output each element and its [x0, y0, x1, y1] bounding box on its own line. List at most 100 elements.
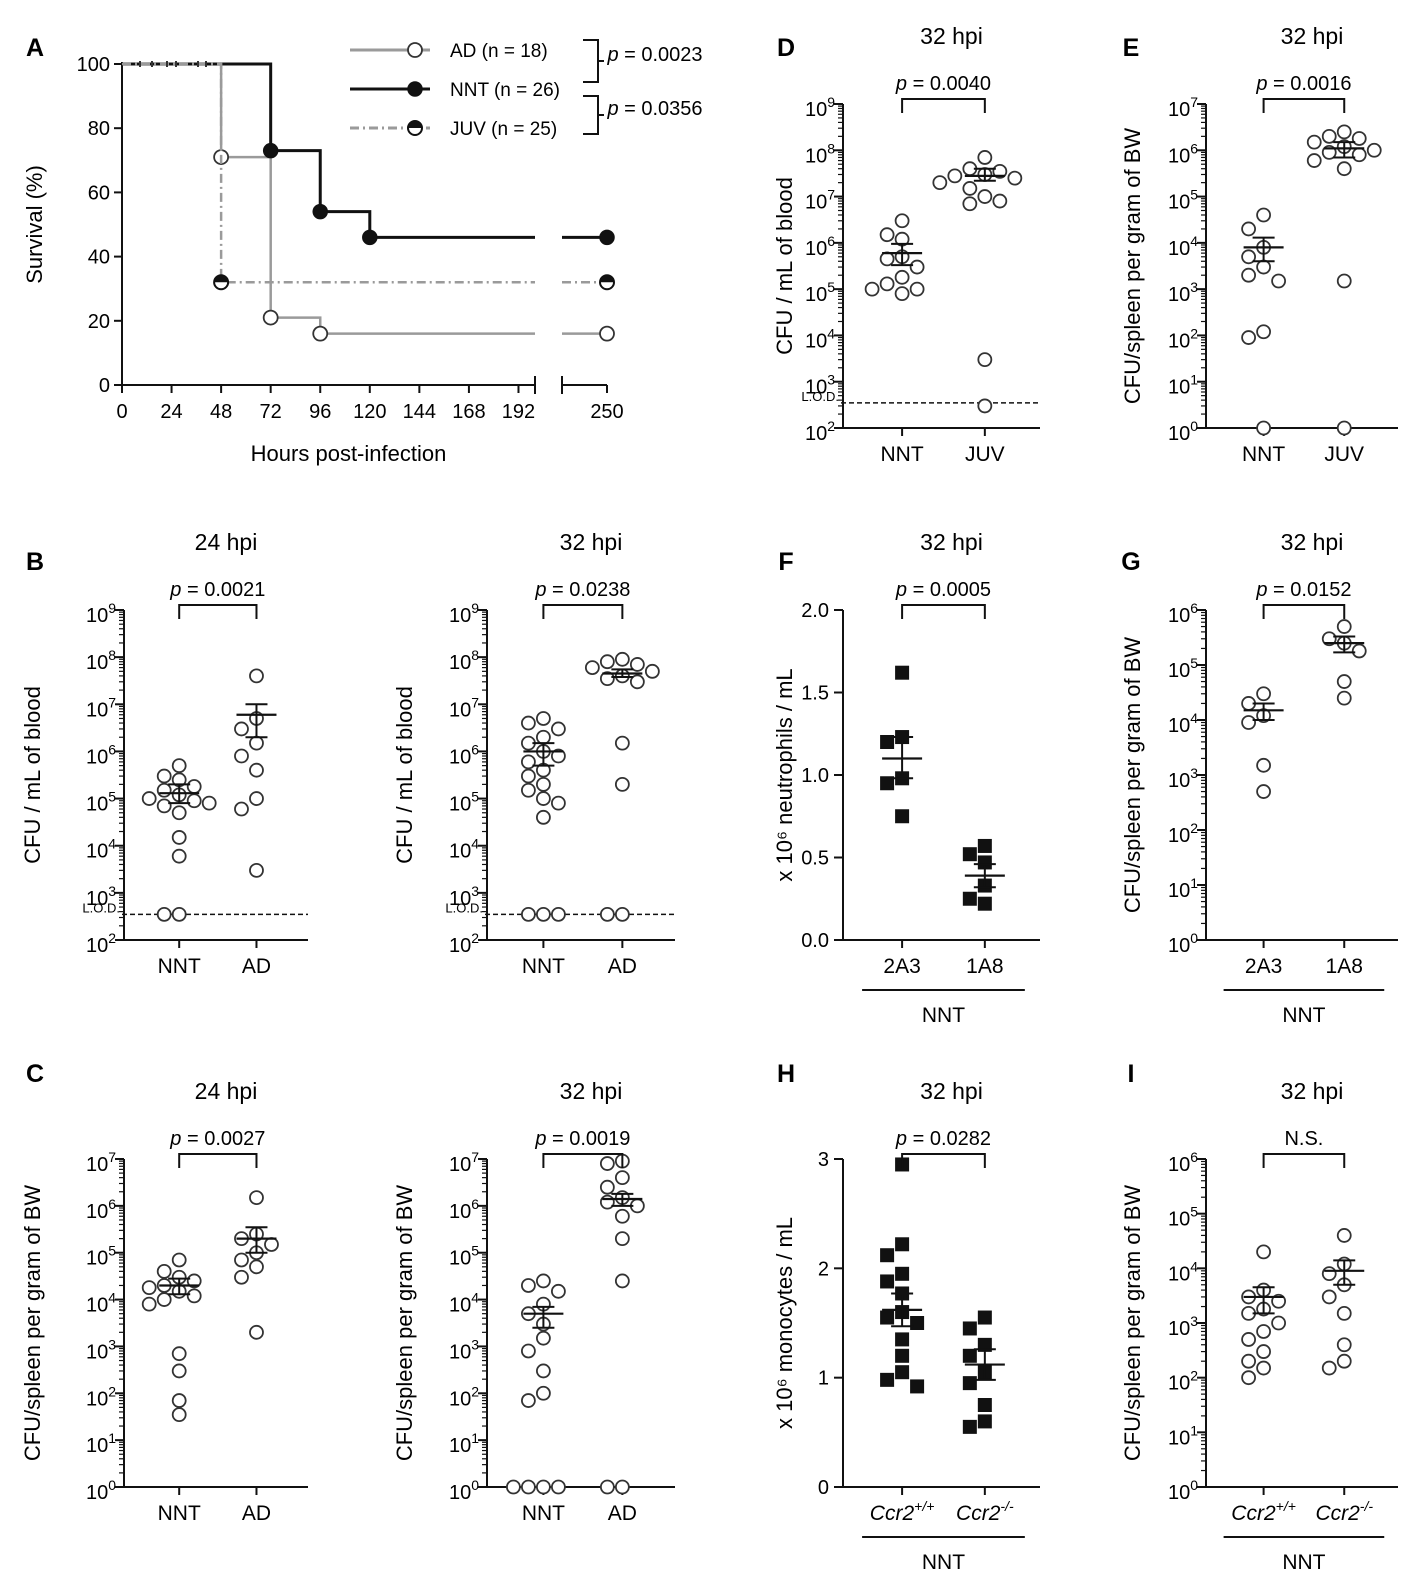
panel-title: 32 hpi — [1281, 23, 1344, 49]
x-category-label: 1A8 — [966, 955, 1003, 978]
data-point — [536, 1479, 551, 1495]
y-tick-label: 80 — [88, 118, 110, 140]
data-point — [536, 791, 551, 806]
data-point — [614, 1208, 630, 1224]
survival-line-0 — [122, 62, 535, 335]
data-point — [1336, 619, 1352, 634]
significance-bracket — [901, 1153, 986, 1168]
data-point — [521, 1278, 536, 1293]
x-category-label: AD — [242, 1502, 271, 1525]
tick-base: 10 — [449, 1341, 471, 1363]
y-tick-label: 105 — [805, 279, 835, 306]
data-point — [962, 1419, 977, 1434]
data-point — [506, 1479, 521, 1495]
y-tick-label: 107 — [449, 1149, 479, 1176]
data-point — [1336, 124, 1352, 140]
y-tick-label: 105 — [1168, 1204, 1198, 1231]
tick-exponent: 3 — [471, 1336, 479, 1352]
data-point — [186, 1273, 202, 1289]
significance-bracket — [178, 1153, 258, 1168]
tick-exponent: 5 — [471, 1243, 479, 1259]
tick-exponent: 2 — [471, 930, 479, 946]
data-point — [156, 782, 172, 798]
y-tick-label: 106 — [1168, 1149, 1198, 1176]
y-tick-label: 1.5 — [801, 683, 829, 705]
tick-base: 10 — [1168, 1427, 1190, 1449]
tick-exponent: 2 — [108, 1383, 116, 1399]
data-point — [1351, 131, 1367, 146]
data-point — [249, 791, 264, 806]
tick-exponent: 1 — [1190, 372, 1198, 388]
tick-base: 10 — [1168, 1318, 1190, 1340]
tick-base: 10 — [86, 652, 108, 674]
tick-base: 10 — [86, 1295, 108, 1317]
y-tick-label: 106 — [449, 741, 479, 768]
data-point — [171, 1393, 187, 1408]
p-symbol: p — [895, 73, 907, 95]
data-point — [536, 1363, 551, 1379]
y-tick-label: 107 — [805, 187, 835, 214]
p-value: = 0.0040 — [907, 73, 991, 95]
y-tick-label: 104 — [449, 836, 479, 863]
tick-exponent: 4 — [1190, 233, 1198, 249]
tick-base: 10 — [1168, 715, 1190, 737]
data-point — [551, 906, 566, 922]
y-tick-label: 60 — [88, 182, 110, 204]
data-point — [1336, 161, 1352, 177]
data-point — [599, 654, 615, 670]
y-tick-label: 100 — [449, 1477, 479, 1504]
data-point — [599, 1179, 615, 1195]
tick-base: 10 — [1168, 192, 1190, 214]
data-point — [1241, 330, 1256, 345]
p-value: = 0.0021 — [181, 579, 265, 601]
tick-exponent: 3 — [827, 372, 835, 388]
p-value-label: N.S. — [1284, 1128, 1323, 1150]
data-point — [141, 1280, 157, 1296]
panel-letter: A — [26, 34, 44, 62]
data-point — [551, 721, 566, 737]
data-point — [962, 181, 978, 196]
y-tick-label: 105 — [449, 789, 479, 816]
panel-letter: G — [1121, 548, 1140, 576]
data-point — [1256, 1324, 1271, 1339]
data-point — [1336, 420, 1352, 436]
tick-base: 10 — [449, 888, 471, 910]
data-point — [977, 189, 993, 204]
data-point — [1256, 259, 1271, 275]
y-tick-label: 103 — [449, 1336, 479, 1363]
data-point — [895, 809, 910, 824]
tick-base: 10 — [1168, 238, 1190, 260]
data-point — [1241, 267, 1256, 283]
x-category-label: NNT — [158, 955, 201, 978]
tick-base: 10 — [449, 699, 471, 721]
data-point — [536, 809, 551, 825]
tick-base: 10 — [1168, 1482, 1190, 1504]
tick-exponent: 3 — [1190, 1313, 1198, 1329]
x-category-label: 2A3 — [883, 955, 920, 978]
p-value-label: p = 0.0152 — [1255, 579, 1351, 601]
y-tick-label: 2.0 — [801, 600, 829, 622]
panel-A: A 0 20 40 60 80 100 0 24 48 72 96 120 144 168 192 250 Hou… — [22, 34, 703, 466]
tick-base: 10 — [1168, 1263, 1190, 1285]
tick-base: 10 — [86, 605, 108, 627]
p-symbol: p — [1255, 579, 1267, 601]
data-point — [536, 1273, 551, 1289]
tick-exponent: 5 — [1190, 187, 1198, 203]
data-point — [1336, 273, 1352, 289]
tick-base: 10 — [449, 1248, 471, 1270]
tick-base: 10 — [449, 652, 471, 674]
y-tick-label: 20 — [88, 311, 110, 333]
tick-base: 10 — [86, 1201, 108, 1223]
x-tick-label: 144 — [403, 401, 436, 423]
y-tick-label: 102 — [449, 930, 479, 957]
data-point — [977, 896, 992, 911]
data-point — [1306, 134, 1322, 150]
data-point — [910, 1379, 925, 1394]
data-point — [880, 1372, 895, 1387]
tick-exponent: 2 — [1190, 820, 1198, 836]
y-tick-label: 104 — [1168, 233, 1198, 260]
tick-exponent: 7 — [108, 694, 116, 710]
y-tick-label: 108 — [86, 647, 116, 674]
p-value: = 0.0019 — [546, 1128, 630, 1150]
